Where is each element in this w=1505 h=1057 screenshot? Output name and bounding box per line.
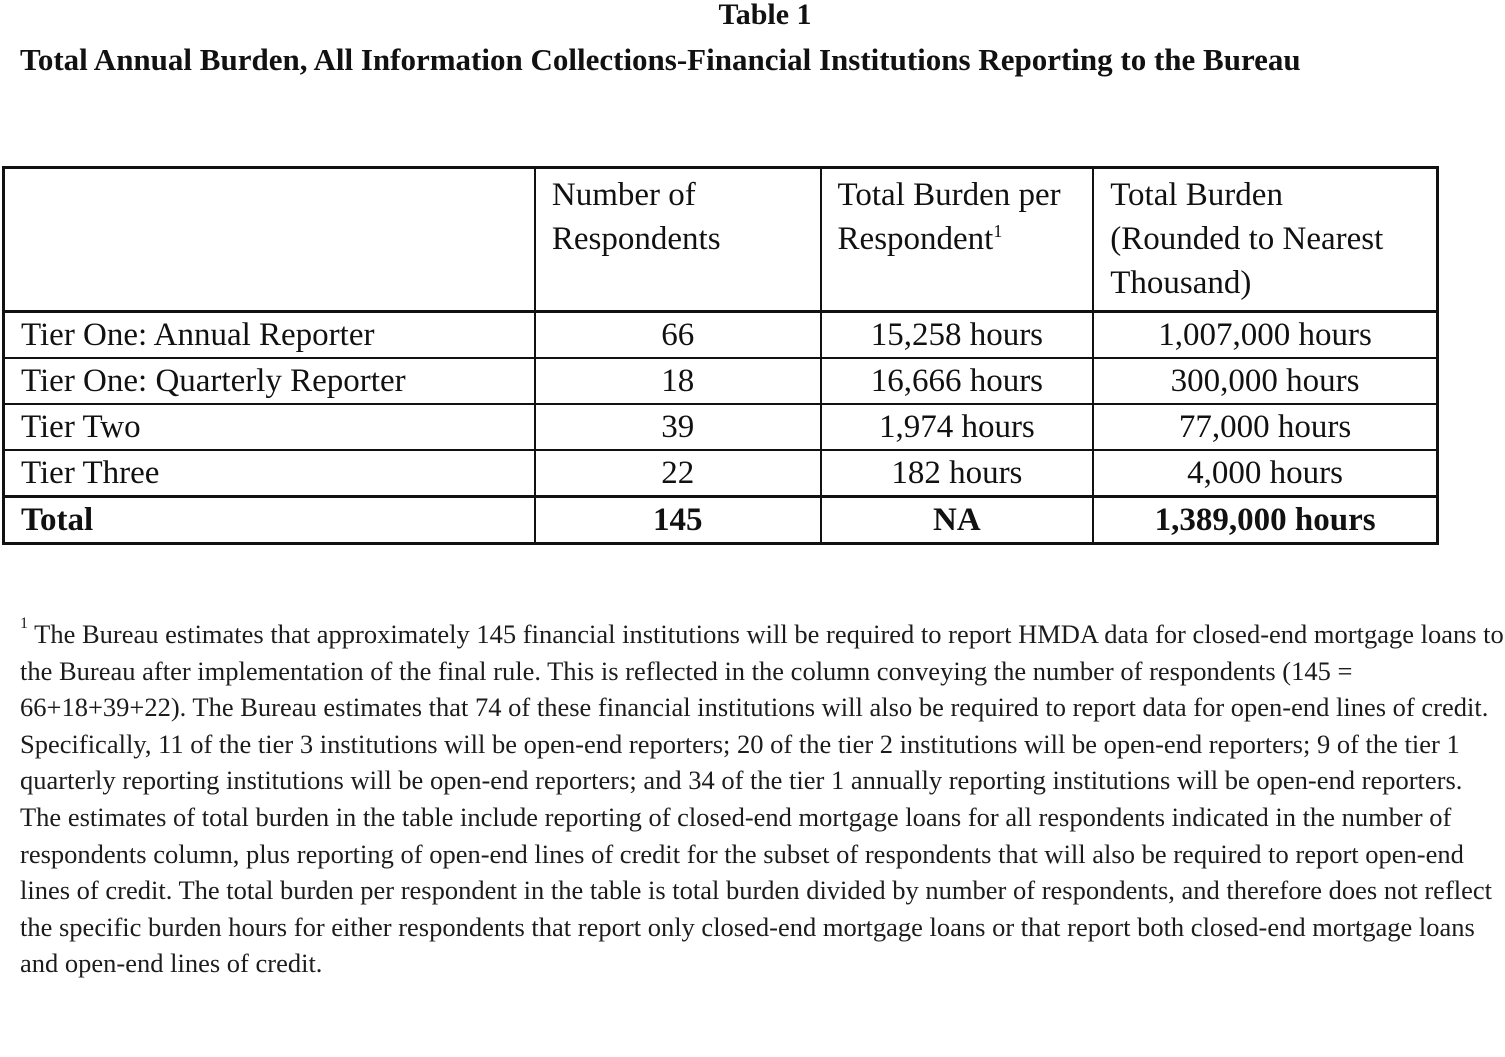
total-burden-cell: 300,000 hours (1092, 357, 1439, 405)
table-row: Tier Three 22 182 hours 4,000 hours (2, 449, 1439, 498)
header-cell-burden-per-respondent-label: Total Burden per Respondent (837, 177, 1061, 257)
row-label: Tier One: Quarterly Reporter (2, 357, 536, 405)
footnote: 1 The Bureau estimates that approximatel… (20, 616, 1505, 982)
burden-per-respondent-cell: 16,666 hours (819, 357, 1095, 405)
total-burden-total-cell: 1,389,000 hours (1092, 495, 1439, 545)
header-cell-burden-per-respondent: Total Burden per Respondent1 (819, 166, 1095, 313)
total-respondents-cell: 145 (533, 495, 822, 545)
table-total-row: Total 145 NA 1,389,000 hours (2, 495, 1439, 545)
total-burden-per-respondent-cell: NA (819, 495, 1095, 545)
row-label: Tier One: Annual Reporter (2, 310, 536, 359)
header-footnote-mark: 1 (993, 221, 1003, 241)
total-burden-cell: 1,007,000 hours (1092, 310, 1439, 359)
header-cell-respondents: Number of Respondents (533, 166, 822, 313)
table-header-row: Number of Respondents Total Burden per R… (2, 166, 1439, 313)
table-caption: Total Annual Burden, All Information Col… (20, 42, 1301, 77)
table-row: Tier Two 39 1,974 hours 77,000 hours (2, 403, 1439, 451)
burden-per-respondent-cell: 15,258 hours (819, 310, 1095, 359)
footnote-text: The Bureau estimates that approximately … (20, 619, 1504, 979)
row-label: Tier Three (2, 449, 536, 498)
footnote-mark: 1 (20, 615, 28, 632)
total-label: Total (2, 495, 536, 545)
burden-per-respondent-cell: 1,974 hours (819, 403, 1095, 451)
burden-table: Number of Respondents Total Burden per R… (2, 166, 1439, 545)
burden-per-respondent-cell: 182 hours (819, 449, 1095, 498)
table-row: Tier One: Quarterly Reporter 18 16,666 h… (2, 357, 1439, 405)
header-cell-total-burden: Total Burden (Rounded to Nearest Thousan… (1092, 166, 1439, 313)
row-label: Tier Two (2, 403, 536, 451)
header-cell-category (2, 166, 536, 313)
total-burden-cell: 77,000 hours (1092, 403, 1439, 451)
respondents-cell: 66 (533, 310, 822, 359)
table-label: Table 1 (718, 0, 812, 31)
total-burden-cell: 4,000 hours (1092, 449, 1439, 498)
respondents-cell: 22 (533, 449, 822, 498)
respondents-cell: 18 (533, 357, 822, 405)
table-row: Tier One: Annual Reporter 66 15,258 hour… (2, 310, 1439, 359)
respondents-cell: 39 (533, 403, 822, 451)
